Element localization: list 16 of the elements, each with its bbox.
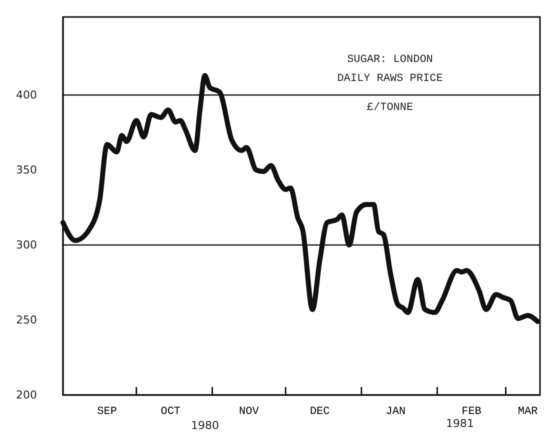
x-tick-label: NOV [239,406,260,418]
y-tick-label: 200 [16,388,37,402]
text: 1980 [191,419,219,432]
x-tick-label: SEP [97,406,118,418]
x-tick-label: JAN [386,406,406,418]
text: 1981 [446,417,474,430]
x-tick-label: MAR [518,406,538,418]
x-tick-label: DEC [310,406,330,418]
y-tick-label: 300 [16,238,37,252]
x-tick-label: OCT [160,406,181,418]
y-tick-label: 400 [16,88,37,102]
x-tick-label: FEB [462,406,482,418]
text: £/TONNE [366,102,414,114]
text: SUGAR: LONDON DAILY RAWS PRICE [337,54,444,85]
y-tick-label: 250 [16,314,37,327]
y-tick-label: 350 [16,164,37,177]
